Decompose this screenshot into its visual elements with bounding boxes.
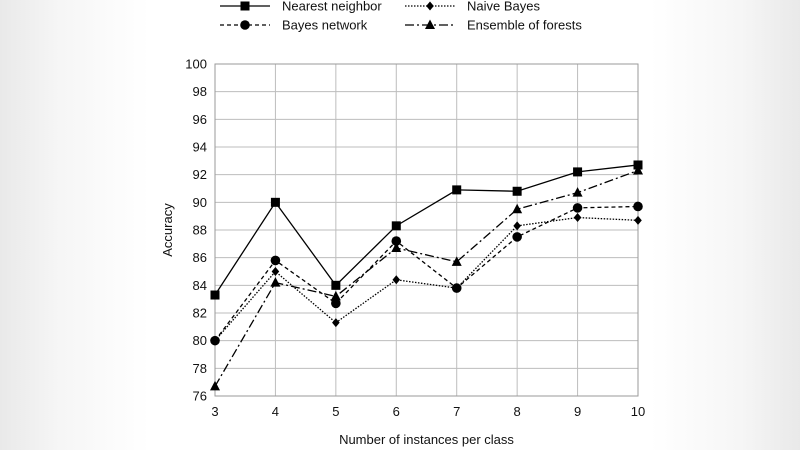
data-point bbox=[633, 201, 643, 212]
legend-marker bbox=[426, 1, 434, 11]
y-tick-label: 100 bbox=[185, 57, 207, 72]
x-tick-label: 5 bbox=[332, 404, 339, 419]
data-point bbox=[331, 298, 341, 309]
data-point bbox=[633, 160, 643, 170]
y-tick-label: 96 bbox=[193, 112, 207, 127]
series-ensemble-of-forests bbox=[210, 165, 643, 391]
data-point bbox=[512, 186, 522, 196]
series-bayes-network bbox=[210, 201, 643, 346]
data-point bbox=[270, 197, 280, 207]
x-tick-label: 4 bbox=[272, 404, 279, 419]
legend-entry: Ensemble of forests bbox=[405, 18, 582, 33]
y-tick-label: 80 bbox=[193, 333, 207, 348]
data-point bbox=[391, 242, 402, 252]
data-point bbox=[452, 185, 462, 195]
data-point bbox=[573, 167, 583, 177]
x-tick-label: 7 bbox=[453, 404, 460, 419]
data-point bbox=[572, 203, 583, 213]
x-tick-label: 3 bbox=[211, 404, 218, 419]
data-point bbox=[512, 203, 523, 214]
data-point bbox=[392, 275, 401, 285]
y-axis-ticks: 76 78 80 82 84 86 88 90 92 94 96 98 100 bbox=[185, 57, 207, 404]
y-tick-label: 82 bbox=[193, 306, 207, 321]
data-point bbox=[634, 215, 642, 225]
y-tick-label: 94 bbox=[193, 140, 207, 155]
data-point bbox=[391, 236, 402, 246]
x-axis-title: Number of instances per class bbox=[339, 432, 514, 447]
y-tick-label: 90 bbox=[193, 195, 207, 210]
legend-marker bbox=[240, 1, 250, 11]
data-point bbox=[391, 221, 401, 231]
x-axis-ticks: 3 4 5 6 7 8 9 10 bbox=[211, 404, 645, 419]
x-tick-label: 10 bbox=[631, 404, 645, 419]
series-line bbox=[214, 164, 639, 296]
legend-marker bbox=[425, 19, 435, 29]
x-tick-label: 8 bbox=[514, 404, 521, 419]
plot-area-border bbox=[214, 63, 639, 397]
legend-label: Ensemble of forests bbox=[467, 18, 582, 33]
data-point bbox=[331, 280, 341, 290]
data-point bbox=[451, 256, 462, 266]
data-point bbox=[210, 380, 220, 391]
legend-entry: Bayes network bbox=[220, 18, 368, 33]
series-line bbox=[214, 216, 639, 342]
series-nearest-neighbor bbox=[210, 160, 643, 300]
y-tick-label: 76 bbox=[193, 389, 207, 404]
gridlines bbox=[214, 63, 639, 397]
x-tick-label: 9 bbox=[574, 404, 581, 419]
data-point bbox=[270, 255, 281, 266]
data-point bbox=[572, 187, 583, 197]
legend-label: Bayes network bbox=[282, 18, 368, 33]
legend-entry: Naive Bayes bbox=[405, 0, 540, 14]
legend-label: Naive Bayes bbox=[467, 0, 540, 14]
series-line bbox=[214, 205, 639, 342]
y-tick-label: 98 bbox=[193, 84, 207, 99]
data-point bbox=[271, 267, 280, 276]
data-point bbox=[451, 283, 462, 293]
x-tick-label: 6 bbox=[393, 404, 400, 419]
y-tick-label: 84 bbox=[193, 278, 207, 293]
data-point bbox=[633, 165, 643, 175]
y-tick-label: 78 bbox=[193, 361, 207, 376]
data-point bbox=[513, 221, 521, 231]
legend-entry: Nearest neighbor bbox=[220, 0, 382, 14]
data-point bbox=[512, 232, 522, 242]
data-point bbox=[330, 290, 341, 301]
data-point bbox=[270, 277, 281, 287]
legend-marker bbox=[240, 20, 250, 30]
y-tick-label: 88 bbox=[193, 223, 207, 238]
y-tick-label: 86 bbox=[193, 250, 207, 265]
legend: Nearest neighbor Naive Bayes Bayes network… bbox=[220, 0, 582, 33]
y-tick-label: 92 bbox=[193, 167, 207, 182]
series-layer bbox=[210, 160, 643, 391]
legend-label: Nearest neighbor bbox=[282, 0, 382, 14]
data-point bbox=[210, 290, 220, 300]
data-point bbox=[573, 213, 582, 223]
data-point bbox=[210, 335, 220, 346]
y-axis-title: Accuracy bbox=[160, 203, 175, 257]
data-point bbox=[332, 318, 340, 328]
series-line bbox=[214, 169, 639, 387]
